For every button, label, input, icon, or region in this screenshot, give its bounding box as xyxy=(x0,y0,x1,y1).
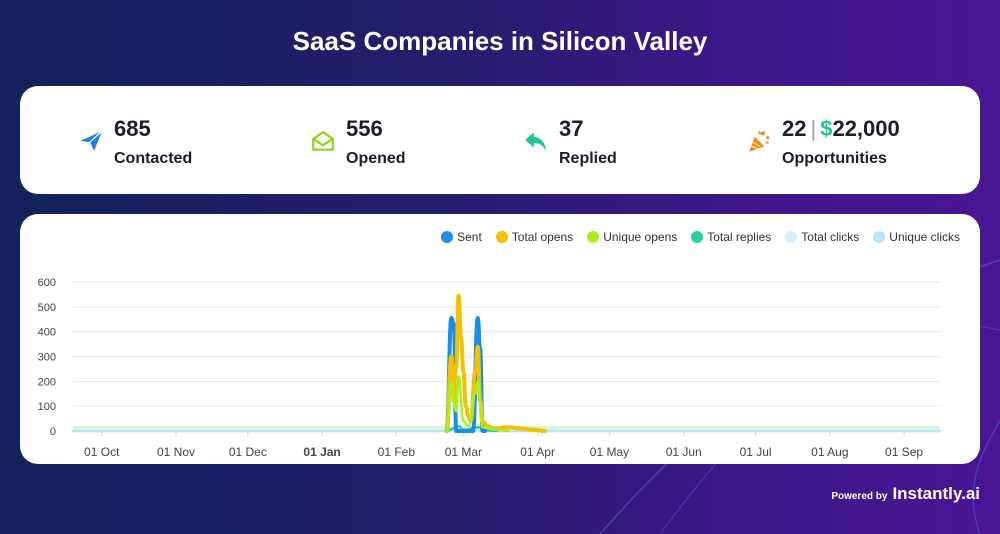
opportunities-amount: 22,000 xyxy=(832,116,900,141)
y-tick-label: 100 xyxy=(38,401,56,413)
legend-item-total-clicks[interactable]: Total clicks xyxy=(785,230,859,244)
legend-label: Total replies xyxy=(707,230,772,244)
replied-label: Replied xyxy=(559,150,617,167)
y-tick-label: 0 xyxy=(50,426,56,438)
legend-swatch xyxy=(587,231,600,243)
x-tick-label: 01 Jul xyxy=(740,445,772,459)
x-tick-label: 01 Dec xyxy=(229,445,267,459)
x-tick-label: 01 Sep xyxy=(885,445,923,459)
party-popper-icon xyxy=(749,130,770,152)
legend-label: Sent xyxy=(457,230,482,244)
legend-swatch xyxy=(785,231,798,243)
y-tick-label: 600 xyxy=(38,277,56,289)
legend-label: Unique clicks xyxy=(889,230,960,244)
y-tick-label: 400 xyxy=(38,327,56,339)
legend-item-unique-opens[interactable]: Unique opens xyxy=(587,230,677,244)
x-tick-label: 01 Jun xyxy=(666,445,702,459)
separator: | xyxy=(810,116,817,141)
x-tick-label: 01 Nov xyxy=(157,445,195,459)
legend-label: Total clicks xyxy=(801,230,860,244)
legend-swatch xyxy=(441,231,454,243)
chart-card: Sent Total opens Unique opens Total replies… xyxy=(20,214,980,464)
y-tick-label: 500 xyxy=(38,302,56,314)
reply-arrow-icon xyxy=(525,132,546,151)
legend-label: Total opens xyxy=(511,230,574,244)
contacted-label: Contacted xyxy=(114,150,193,167)
legend-item-sent[interactable]: Sent xyxy=(441,230,482,244)
brand-logo[interactable]: Instantly.ai xyxy=(892,484,980,503)
series-unique-opens xyxy=(445,375,511,433)
x-tick-label: 01 Feb xyxy=(378,445,416,459)
contacted-value: 685 xyxy=(114,116,151,141)
opportunities-label: Opportunities xyxy=(782,150,887,167)
x-tick-label: 01 Jan xyxy=(303,445,340,459)
activity-chart: 0 100 200 300 400 500 600 01 Oct 01 Nov 01 Dec 01 … xyxy=(38,277,942,459)
legend-swatch xyxy=(495,231,508,243)
stats-card: 685 Contacted 556 Opened 37 Replied 22 | $… xyxy=(20,86,980,194)
legend-swatch xyxy=(691,231,704,243)
x-tick-label: 01 Oct xyxy=(84,445,120,459)
open-envelope-icon xyxy=(312,131,334,151)
legend-swatch xyxy=(873,231,886,243)
page-title: SaaS Companies in Silicon Valley xyxy=(292,26,708,56)
y-tick-label: 300 xyxy=(38,352,56,364)
chart-legend: Sent Total opens Unique opens Total replies… xyxy=(441,230,960,244)
replied-value: 37 xyxy=(559,116,584,141)
legend-item-total-opens[interactable]: Total opens xyxy=(495,230,574,244)
x-tick-label: 01 May xyxy=(590,445,629,459)
x-tick-label: 01 Aug xyxy=(811,445,848,459)
legend-item-unique-clicks[interactable]: Unique clicks xyxy=(873,230,960,244)
opportunities-count: 22 xyxy=(782,116,807,141)
y-tick-label: 200 xyxy=(38,376,56,388)
paper-plane-icon xyxy=(80,130,103,151)
opened-value: 556 xyxy=(346,116,383,141)
powered-by-text: Powered by xyxy=(831,491,888,502)
x-tick-label: 01 Mar xyxy=(445,445,482,459)
opened-label: Opened xyxy=(346,150,406,167)
legend-item-total-replies[interactable]: Total replies xyxy=(691,230,771,244)
powered-by: Powered by Instantly.ai xyxy=(831,484,980,504)
opportunities-value: 22 | $22,000 xyxy=(782,116,900,142)
x-tick-label: 01 Apr xyxy=(520,445,555,459)
legend-label: Unique opens xyxy=(603,230,678,244)
currency-symbol: $ xyxy=(820,116,833,141)
